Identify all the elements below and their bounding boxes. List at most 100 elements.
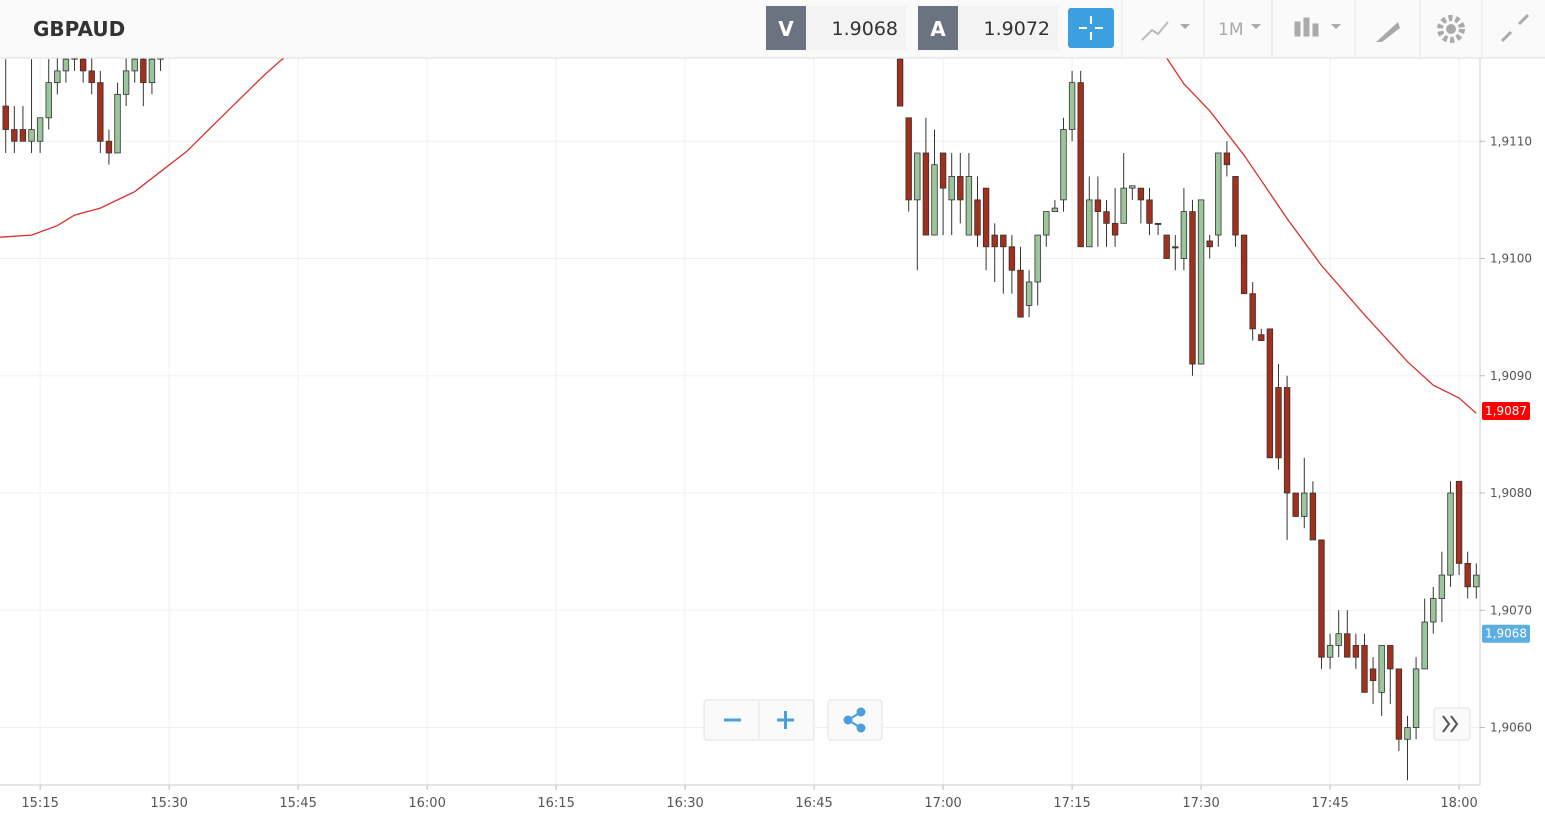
- x-tick-label: 15:15: [21, 796, 58, 811]
- candle-body: [1034, 234, 1041, 283]
- candle-body: [896, 58, 904, 107]
- x-tick-label: 17:15: [1053, 796, 1090, 811]
- candle-body: [11, 129, 18, 142]
- price-marker-label: 1,9087: [1485, 404, 1527, 418]
- candle-body: [97, 82, 104, 142]
- candle-body: [1387, 645, 1394, 670]
- share-button[interactable]: [827, 699, 883, 741]
- plot-area: [0, 58, 1480, 781]
- candle-body: [1266, 328, 1274, 459]
- candle-body: [1223, 152, 1231, 166]
- candle-body: [1283, 387, 1291, 494]
- scroll-right-button[interactable]: [1433, 707, 1471, 741]
- candle-body: [1206, 240, 1213, 248]
- axes: 1,9060 1,9070 1,9080 1,9090 1,9100 1,9110 15:1…: [21, 134, 1532, 811]
- collapse-button[interactable]: [1500, 13, 1530, 43]
- candle-body: [1438, 574, 1446, 599]
- bid-badge[interactable]: [766, 6, 806, 50]
- draw-button[interactable]: [1376, 22, 1400, 42]
- candle-body: [1352, 645, 1360, 658]
- candle-body: [1077, 82, 1084, 248]
- symbol: GBPAUD: [33, 17, 125, 41]
- bid-label: V: [778, 17, 794, 41]
- x-tick-label: 15:45: [279, 796, 316, 811]
- candle-body: [1154, 222, 1162, 225]
- y-tick-label: 1,9090: [1490, 369, 1532, 383]
- candle-body: [1137, 187, 1145, 201]
- candle-body: [1215, 152, 1222, 236]
- candle-body: [131, 58, 138, 72]
- candle-body: [1369, 668, 1377, 682]
- candle-body: [1163, 234, 1170, 259]
- candle-body: [1326, 645, 1334, 658]
- candle-body: [1455, 480, 1463, 564]
- x-tick-label: 17:45: [1311, 796, 1348, 811]
- candle-body: [1180, 211, 1188, 259]
- candle-body: [991, 234, 998, 248]
- candle-body: [1120, 187, 1127, 224]
- price-marker: [1482, 401, 1530, 420]
- candle-body: [148, 58, 156, 84]
- ask-price: 1.9072: [984, 18, 1050, 40]
- candle-body: [1344, 633, 1351, 658]
- candle-body: [1094, 199, 1102, 213]
- candle-body: [36, 117, 44, 142]
- y-tick-label: 1,9110: [1490, 134, 1532, 148]
- bid-box[interactable]: [806, 6, 906, 50]
- candle-body: [157, 58, 164, 60]
- candle-body: [1395, 668, 1403, 740]
- x-tick-label: 16:00: [408, 796, 445, 811]
- candle-body: [122, 70, 130, 95]
- indicator-button[interactable]: [1141, 21, 1190, 41]
- bid-price: 1.9068: [832, 18, 898, 40]
- candle-body: [1060, 129, 1067, 201]
- candle-body: [1301, 492, 1308, 517]
- candle-body: [1197, 199, 1205, 365]
- candle-body: [79, 58, 87, 72]
- zoom-in-button[interactable]: [777, 711, 794, 729]
- x-tick-label: 16:15: [537, 796, 574, 811]
- timeframe[interactable]: 1M: [1218, 20, 1243, 40]
- x-tick-label: 17:00: [924, 796, 961, 811]
- candle-body: [1421, 621, 1428, 670]
- candle-body: [1335, 633, 1342, 646]
- candle-body: [1025, 281, 1033, 306]
- candle-body: [939, 152, 947, 189]
- candle-body: [1292, 492, 1299, 517]
- candle-body: [71, 58, 78, 60]
- crosshair-button[interactable]: [1068, 8, 1114, 48]
- candle-body: [1232, 176, 1239, 236]
- toolbar-dividers: [1121, 0, 1483, 58]
- x-tick-label: 15:30: [150, 796, 187, 811]
- chart-type-button[interactable]: [1294, 17, 1341, 37]
- candle-body: [965, 176, 973, 236]
- candle-body: [1103, 211, 1110, 224]
- candle-body: [1464, 562, 1471, 588]
- candle-body: [28, 129, 35, 142]
- x-tick-label: 16:45: [795, 796, 832, 811]
- candle-body: [905, 117, 912, 201]
- candle-body: [982, 187, 990, 248]
- candle-body: [114, 93, 121, 154]
- candle-body: [19, 129, 27, 142]
- candle-body: [1068, 82, 1076, 130]
- ask-box[interactable]: [958, 6, 1058, 50]
- candle-body: [1275, 387, 1282, 459]
- candle-body: [140, 58, 147, 84]
- x-tick-label: 17:30: [1182, 796, 1219, 811]
- candle-body: [974, 199, 981, 236]
- price-marker-label: 1,9068: [1485, 627, 1527, 641]
- candle-body: [922, 152, 930, 236]
- candle-body: [62, 58, 70, 72]
- candle-body: [957, 176, 964, 201]
- candle-body: [1172, 246, 1179, 249]
- ask-badge[interactable]: [918, 6, 958, 50]
- candle-body: [1361, 645, 1368, 693]
- candle-body: [1412, 668, 1420, 728]
- candle-body: [1043, 211, 1050, 236]
- candle-body: [1249, 293, 1256, 330]
- y-tick-label: 1,9070: [1490, 603, 1532, 617]
- candle-body: [1309, 492, 1317, 541]
- settings-button[interactable]: [1437, 15, 1465, 43]
